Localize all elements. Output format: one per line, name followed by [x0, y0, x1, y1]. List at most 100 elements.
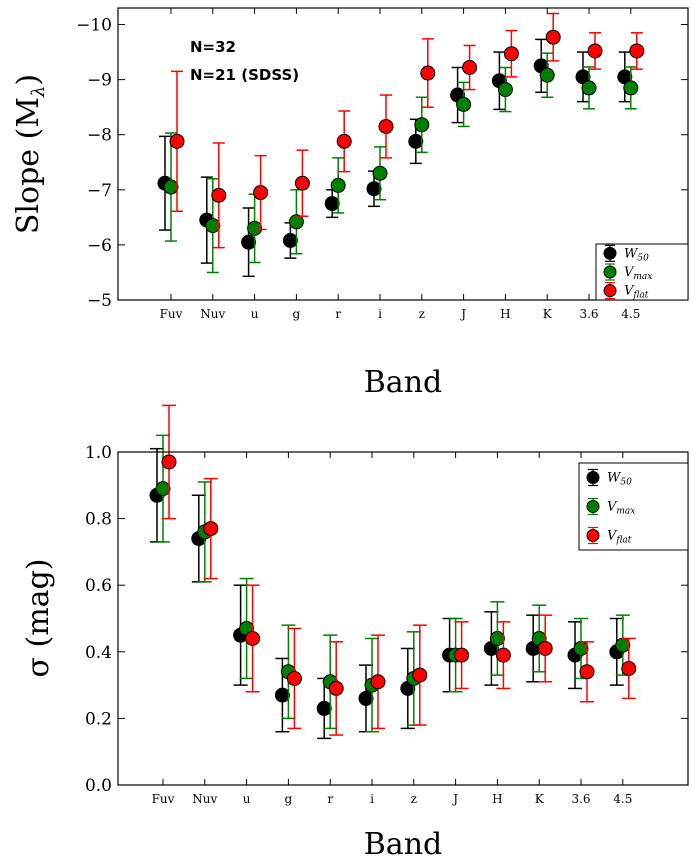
- x-tick-label: 4.5: [613, 792, 632, 806]
- data-point: [378, 118, 394, 134]
- y-tick-label: 0.0: [85, 776, 112, 796]
- legend-marker: [586, 500, 600, 513]
- data-point: [372, 165, 388, 181]
- data-point: [358, 690, 374, 706]
- x-tick-label: K: [543, 307, 553, 321]
- data-point: [288, 214, 304, 230]
- data-point: [294, 175, 310, 191]
- x-tick-label: 4.5: [621, 307, 640, 321]
- slope-legend: W50 Vmax Vflat: [595, 243, 689, 301]
- legend-label: Vmax: [624, 265, 652, 282]
- data-point: [495, 647, 511, 663]
- series-vmax: [163, 52, 639, 274]
- slope-x-axis-title: Band: [364, 365, 442, 400]
- y-tick-label: 1.0: [85, 443, 112, 463]
- y-tick-label: −8: [87, 126, 112, 146]
- legend-marker: [603, 246, 617, 260]
- data-point: [274, 687, 290, 703]
- legend-marker: [586, 529, 600, 542]
- annotation-n-total: N=32: [190, 38, 236, 56]
- y-tick-label: −5: [87, 291, 112, 311]
- legend-label: Vflat: [624, 284, 649, 301]
- x-tick-label: J: [451, 792, 458, 806]
- x-tick-label: Fuv: [160, 307, 183, 321]
- sigma-x-axis-title: Band: [364, 827, 442, 861]
- sigma-panel: 0.0 0.2 0.4 0.6 0.8 1.0 Fuv Nuv u g r i z J H K 3.6 4.5 B…: [21, 404, 689, 861]
- data-point: [169, 133, 185, 149]
- data-point: [330, 177, 346, 193]
- data-point: [581, 80, 597, 96]
- series-w50: [149, 447, 625, 740]
- legend-label: W50: [607, 471, 632, 488]
- x-tick-label: K: [535, 792, 545, 806]
- data-point: [587, 43, 603, 59]
- data-point: [211, 187, 227, 203]
- data-point: [420, 65, 436, 81]
- legend-marker: [603, 265, 617, 279]
- y-tick-label: 0.8: [85, 510, 112, 530]
- data-point: [579, 664, 595, 680]
- data-point: [615, 637, 631, 653]
- data-point: [539, 67, 555, 83]
- data-point: [414, 117, 430, 133]
- data-point: [203, 521, 219, 537]
- x-tick-label: Nuv: [200, 307, 225, 321]
- x-tick-label: z: [419, 307, 425, 321]
- data-point: [497, 82, 513, 98]
- x-tick-label: g: [285, 792, 293, 806]
- data-point: [489, 630, 505, 646]
- slope-panel: −5 −6 −7 −8 −9 −10 Fuv Nuv u g r i z J H K 3.6 4.5 N=32 N…: [11, 7, 689, 400]
- legend-label: Vmax: [607, 500, 635, 517]
- x-tick-label: H: [500, 307, 510, 321]
- x-tick-label: z: [411, 792, 417, 806]
- y-tick-label: −6: [87, 236, 112, 256]
- slope-plot-frame: [117, 7, 689, 301]
- data-point: [537, 640, 553, 656]
- sigma-plot-area: 0.0 0.2 0.4 0.6 0.8 1.0 Fuv Nuv u g r i z J H K 3.6 4.5: [85, 404, 688, 806]
- data-point: [366, 181, 382, 197]
- y-tick-label: 0.2: [85, 709, 112, 729]
- x-tick-label: J: [459, 307, 466, 321]
- data-point: [462, 60, 478, 76]
- data-point: [316, 700, 332, 716]
- data-point: [161, 454, 177, 470]
- data-point: [286, 670, 302, 686]
- legend-label: W50: [624, 246, 649, 263]
- slope-plot-area: −5 −6 −7 −8 −9 −10 Fuv Nuv u g r i z J H K 3.6 4.5: [76, 8, 688, 321]
- x-tick-label: r: [327, 792, 333, 806]
- data-point: [336, 133, 352, 149]
- sigma-legend: W50 Vmax Vflat: [578, 462, 689, 551]
- series-vmax: [155, 434, 631, 733]
- legend-label: Vflat: [607, 529, 632, 546]
- data-point: [163, 179, 179, 195]
- x-tick-label: u: [243, 792, 251, 806]
- legend-marker: [603, 284, 617, 298]
- data-point: [247, 220, 263, 236]
- data-point: [245, 630, 261, 646]
- data-point: [412, 667, 428, 683]
- data-point: [241, 234, 257, 250]
- data-point: [408, 133, 424, 149]
- data-point: [324, 196, 340, 212]
- data-point: [545, 29, 561, 45]
- data-point: [454, 647, 470, 663]
- data-point: [629, 43, 645, 59]
- data-point: [456, 96, 472, 112]
- data-point: [623, 80, 639, 96]
- x-tick-label: u: [251, 307, 259, 321]
- y-tick-label: 0.6: [85, 576, 112, 596]
- x-tick-label: i: [370, 792, 374, 806]
- annotation-n-sdss: N=21 (SDSS): [190, 66, 299, 84]
- data-point: [621, 660, 637, 676]
- slope-y-axis-title: Slope (Mλ): [11, 74, 49, 234]
- series-vflat: [161, 404, 637, 736]
- data-point: [282, 232, 298, 248]
- data-point: [155, 481, 171, 497]
- y-tick-label: −7: [87, 181, 112, 201]
- x-tick-label: H: [492, 792, 502, 806]
- x-tick-label: 3.6: [571, 792, 590, 806]
- series-vflat: [169, 12, 645, 249]
- data-point: [503, 46, 519, 62]
- x-tick-label: g: [293, 307, 301, 321]
